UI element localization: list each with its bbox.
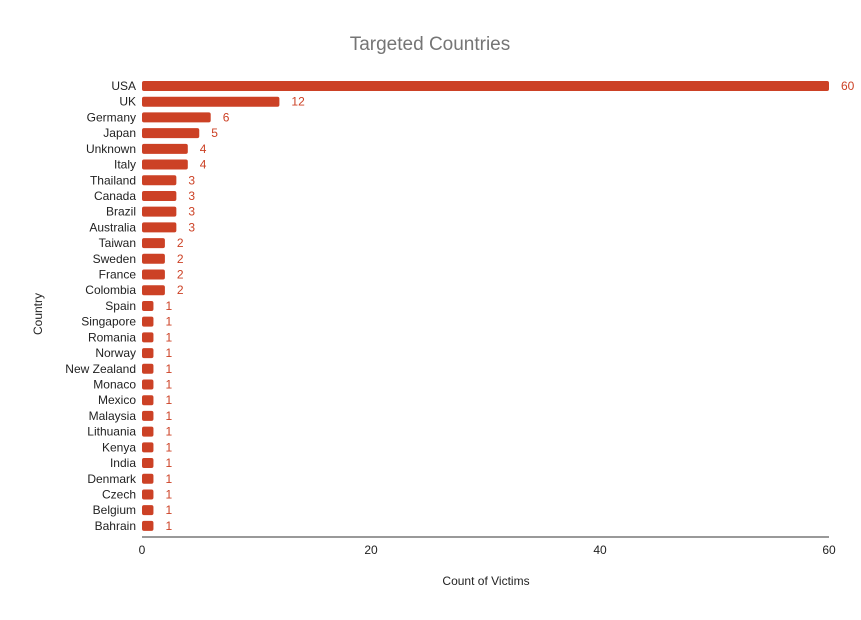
bar-new-zealand: [142, 363, 154, 374]
category-label-malaysia: Malaysia: [89, 409, 137, 423]
data-label-norway: 1: [165, 346, 172, 360]
data-label-denmark: 1: [165, 472, 172, 486]
data-label-malaysia: 1: [165, 409, 172, 423]
bar-sweden: [142, 253, 165, 264]
category-label-kenya: Kenya: [102, 440, 136, 454]
x-tick-label: 20: [364, 543, 378, 557]
category-label-italy: Italy: [114, 158, 136, 172]
data-label-canada: 3: [188, 189, 195, 203]
category-label-romania: Romania: [88, 330, 136, 344]
category-label-singapore: Singapore: [81, 315, 136, 329]
data-label-romania: 1: [165, 330, 172, 344]
category-label-belgium: Belgium: [93, 503, 136, 517]
bar-malaysia: [142, 410, 154, 421]
category-label-czech: Czech: [102, 487, 136, 501]
category-label-denmark: Denmark: [87, 472, 137, 486]
bar-norway: [142, 348, 154, 359]
category-label-mexico: Mexico: [98, 393, 136, 407]
bar-spain: [142, 300, 154, 311]
data-label-monaco: 1: [165, 377, 172, 391]
x-tick-label: 0: [139, 543, 146, 557]
x-tick-labels: 0 20 40 60: [139, 543, 836, 557]
data-label-new-zealand: 1: [165, 362, 172, 376]
data-label-italy: 4: [200, 158, 207, 172]
bar-unknown: [142, 143, 188, 154]
x-tick-label: 40: [593, 543, 607, 557]
data-label-france: 2: [177, 268, 184, 282]
bar-monaco: [142, 379, 154, 390]
x-tick-label: 60: [822, 543, 836, 557]
data-label-kenya: 1: [165, 440, 172, 454]
category-label-germany: Germany: [87, 110, 136, 124]
category-label-australia: Australia: [89, 220, 136, 234]
data-label-india: 1: [165, 456, 172, 470]
bar-belgium: [142, 505, 154, 516]
bar-mexico: [142, 395, 154, 406]
category-label-monaco: Monaco: [93, 377, 136, 391]
category-label-spain: Spain: [105, 299, 136, 313]
bar-bahrain: [142, 520, 154, 531]
bar-canada: [142, 190, 177, 201]
category-label-usa: USA: [111, 79, 136, 93]
category-label-sweden: Sweden: [93, 252, 136, 266]
y-axis-title: Country: [31, 293, 45, 335]
data-label-uk: 12: [291, 95, 305, 109]
bar-japan: [142, 128, 200, 139]
data-label-bahrain: 1: [165, 519, 172, 533]
data-label-singapore: 1: [165, 315, 172, 329]
bar-denmark: [142, 473, 154, 484]
data-label-belgium: 1: [165, 503, 172, 517]
category-label-uk: UK: [119, 95, 136, 109]
data-label-japan: 5: [211, 126, 218, 140]
category-label-bahrain: Bahrain: [95, 519, 136, 533]
category-label-unknown: Unknown: [86, 142, 136, 156]
x-axis-title: Count of Victims: [442, 574, 529, 588]
category-label-taiwan: Taiwan: [99, 236, 136, 250]
data-label-brazil: 3: [188, 205, 195, 219]
data-label-australia: 3: [188, 220, 195, 234]
bar-thailand: [142, 175, 177, 186]
data-label-spain: 1: [165, 299, 172, 313]
bar-brazil: [142, 206, 177, 217]
category-label-canada: Canada: [94, 189, 136, 203]
data-label-thailand: 3: [188, 173, 195, 187]
bar-usa: [142, 81, 829, 91]
bar-uk: [142, 96, 280, 107]
bar-colombia: [142, 285, 165, 296]
category-label-lithuania: Lithuania: [87, 425, 136, 439]
data-label-germany: 6: [223, 110, 230, 124]
bar-kenya: [142, 442, 154, 453]
bar-czech: [142, 489, 154, 500]
bar-lithuania: [142, 426, 154, 437]
bar-romania: [142, 332, 154, 343]
category-label-thailand: Thailand: [90, 173, 136, 187]
bar-italy: [142, 159, 188, 170]
category-label-japan: Japan: [103, 126, 136, 140]
bar-singapore: [142, 316, 154, 327]
data-label-unknown: 4: [200, 142, 207, 156]
data-label-taiwan: 2: [177, 236, 184, 250]
data-label-sweden: 2: [177, 252, 184, 266]
category-label-colombia: Colombia: [85, 283, 136, 297]
bar-india: [142, 458, 154, 469]
bar-france: [142, 269, 165, 280]
category-label-brazil: Brazil: [106, 205, 136, 219]
data-label-czech: 1: [165, 487, 172, 501]
data-label-colombia: 2: [177, 283, 184, 297]
category-label-india: India: [110, 456, 136, 470]
category-label-france: France: [99, 268, 137, 282]
category-label-new-zealand: New Zealand: [65, 362, 136, 376]
data-label-usa: 60: [841, 79, 855, 93]
bars-group: [142, 81, 829, 531]
category-label-norway: Norway: [95, 346, 136, 360]
bar-taiwan: [142, 238, 165, 249]
chart-title: Targeted Countries: [350, 34, 511, 55]
data-label-mexico: 1: [165, 393, 172, 407]
bar-germany: [142, 112, 211, 123]
data-label-lithuania: 1: [165, 425, 172, 439]
bar-australia: [142, 222, 177, 233]
